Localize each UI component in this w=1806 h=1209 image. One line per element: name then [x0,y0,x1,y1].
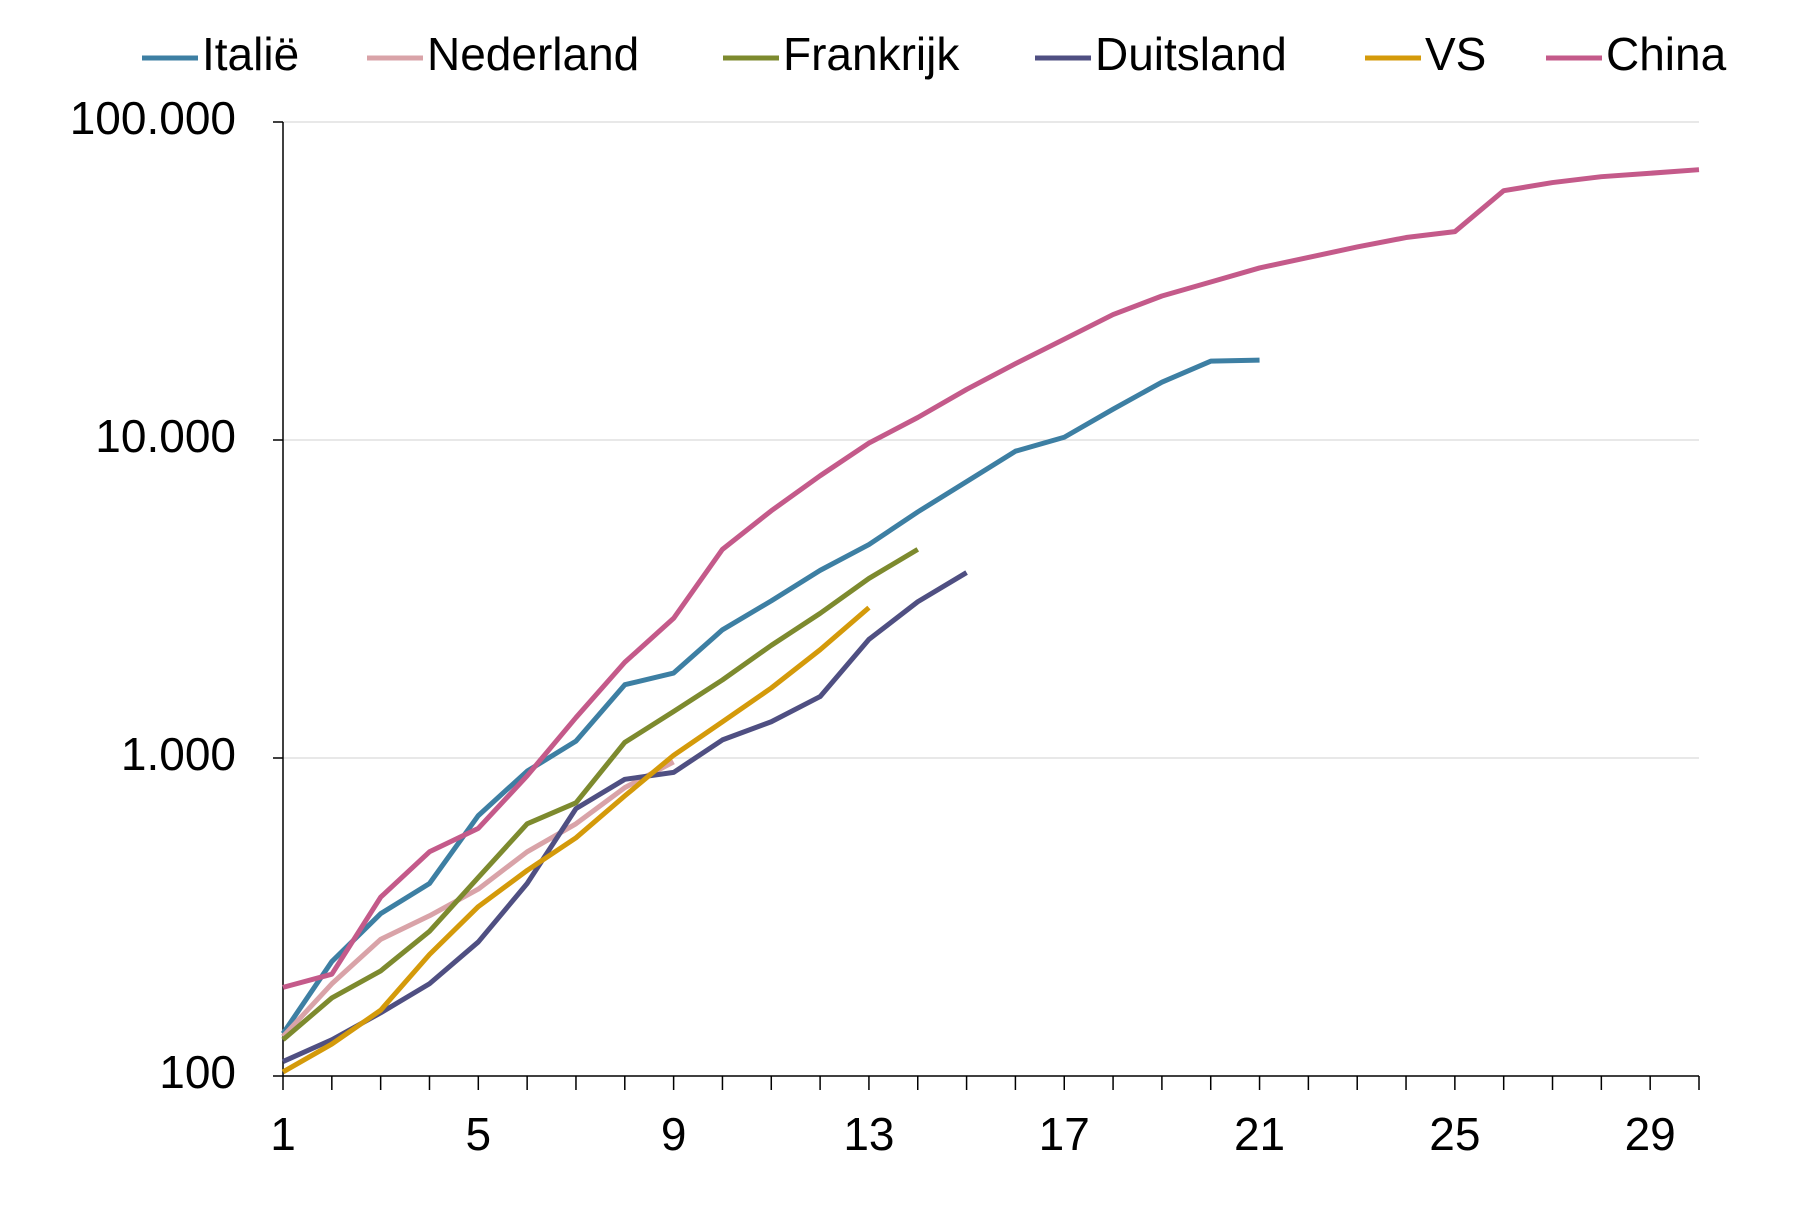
y-tick-label: 100.000 [70,92,236,144]
series-line [281,570,968,1064]
x-tick-label: 21 [1234,1108,1285,1160]
series-line [281,605,871,1075]
legend-label: Italië [202,28,299,80]
x-tick-label: 5 [466,1108,492,1160]
x-tick-label: 25 [1429,1108,1480,1160]
x-tick-label: 17 [1039,1108,1090,1160]
legend-label: Frankrijk [783,28,960,80]
series-line [281,547,920,1042]
x-tick-label: 1 [270,1108,296,1160]
x-tick-label: 9 [661,1108,687,1160]
y-tick-label: 100 [159,1046,236,1098]
legend-label: China [1606,28,1727,80]
series-line [282,167,1700,990]
legend-label: Duitsland [1095,28,1287,80]
series-line [280,357,1260,1035]
legend-label: VS [1425,28,1486,80]
x-tick-label: 29 [1625,1108,1676,1160]
x-tick-label: 13 [843,1108,894,1160]
y-tick-label: 10.000 [95,410,236,462]
series-line [281,759,675,1039]
y-tick-label: 1.000 [121,728,236,780]
legend-label: Nederland [427,28,639,80]
